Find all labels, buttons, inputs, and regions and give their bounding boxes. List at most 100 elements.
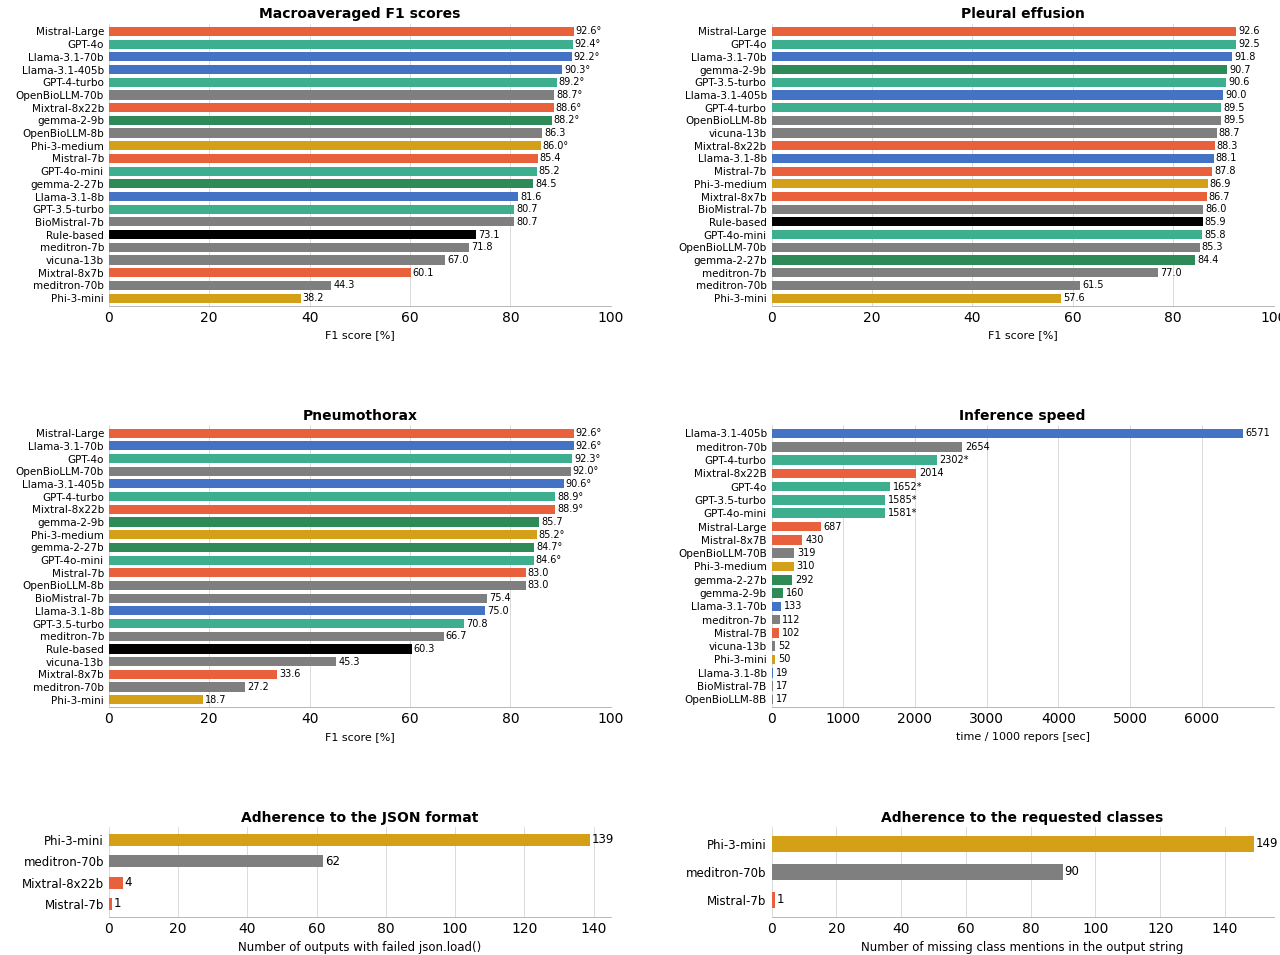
Bar xyxy=(109,695,202,704)
Text: 85.4: 85.4 xyxy=(540,154,561,163)
X-axis label: Number of missing class mentions in the output string: Number of missing class mentions in the … xyxy=(861,942,1184,954)
Bar xyxy=(772,154,1213,163)
Bar xyxy=(109,429,573,437)
Bar xyxy=(772,615,780,625)
Text: 92.0°: 92.0° xyxy=(572,466,599,477)
Bar xyxy=(109,856,324,867)
Text: 1652*: 1652* xyxy=(893,481,923,492)
Text: 2302*: 2302* xyxy=(940,456,969,465)
Text: 88.9°: 88.9° xyxy=(557,504,584,515)
Text: 2654: 2654 xyxy=(965,442,989,452)
Text: 92.6°: 92.6° xyxy=(576,27,602,36)
Bar xyxy=(109,467,571,476)
Bar xyxy=(772,495,886,505)
Text: 1: 1 xyxy=(777,894,783,906)
Text: 19: 19 xyxy=(776,668,788,678)
Bar xyxy=(109,204,515,214)
Bar xyxy=(109,154,538,163)
X-axis label: F1 score [%]: F1 score [%] xyxy=(325,330,394,340)
Text: 88.9°: 88.9° xyxy=(557,492,584,501)
Bar xyxy=(109,657,337,667)
Text: 61.5: 61.5 xyxy=(1083,281,1103,290)
Text: 33.6: 33.6 xyxy=(279,669,301,679)
Bar xyxy=(109,581,526,590)
Bar xyxy=(772,602,781,611)
Bar xyxy=(109,281,332,290)
Bar xyxy=(772,39,1236,49)
Text: 70.8: 70.8 xyxy=(466,619,488,628)
Bar xyxy=(772,218,1203,226)
Bar xyxy=(772,655,776,665)
Text: 133: 133 xyxy=(783,602,803,611)
Text: 18.7: 18.7 xyxy=(205,694,227,705)
Text: 92.3°: 92.3° xyxy=(575,454,600,463)
Bar xyxy=(772,243,1199,252)
Bar xyxy=(772,535,803,544)
Bar xyxy=(772,77,1226,87)
Bar xyxy=(109,103,554,113)
Text: 73.1: 73.1 xyxy=(477,229,499,240)
Text: 88.2°: 88.2° xyxy=(554,116,580,125)
Bar xyxy=(109,243,470,252)
Text: 75.0: 75.0 xyxy=(488,605,509,616)
Bar xyxy=(772,116,1221,125)
Text: 83.0: 83.0 xyxy=(527,568,549,578)
Text: 80.7: 80.7 xyxy=(516,204,538,214)
Bar xyxy=(772,456,937,465)
Text: 88.1: 88.1 xyxy=(1216,154,1238,163)
Bar xyxy=(109,141,540,150)
Text: 90.0: 90.0 xyxy=(1225,90,1247,100)
Bar xyxy=(772,129,1217,138)
Text: 89.5: 89.5 xyxy=(1222,116,1244,125)
Text: 85.9: 85.9 xyxy=(1204,217,1226,227)
Text: 430: 430 xyxy=(805,535,823,545)
Title: Pleural effusion: Pleural effusion xyxy=(960,8,1084,21)
Bar xyxy=(109,255,445,265)
Bar xyxy=(109,218,515,226)
Bar xyxy=(772,255,1196,265)
Bar xyxy=(109,619,465,628)
Bar xyxy=(772,508,884,518)
Text: 85.3: 85.3 xyxy=(1202,243,1224,252)
X-axis label: F1 score [%]: F1 score [%] xyxy=(988,330,1057,340)
Bar xyxy=(772,166,1212,176)
Text: 90.7: 90.7 xyxy=(1229,65,1251,74)
Bar xyxy=(109,530,536,540)
Bar xyxy=(109,898,113,910)
Text: 89.2°: 89.2° xyxy=(558,77,585,87)
Title: Macroaveraged F1 scores: Macroaveraged F1 scores xyxy=(259,8,461,21)
Bar xyxy=(772,575,792,584)
Title: Adherence to the requested classes: Adherence to the requested classes xyxy=(882,811,1164,824)
Text: 84.6°: 84.6° xyxy=(535,555,562,565)
Text: 92.5: 92.5 xyxy=(1238,39,1260,50)
Text: 87.8: 87.8 xyxy=(1215,166,1236,176)
Text: 88.7: 88.7 xyxy=(1219,128,1240,138)
Bar xyxy=(109,53,572,61)
Bar xyxy=(109,479,563,488)
Bar xyxy=(109,454,572,463)
Text: 88.6°: 88.6° xyxy=(556,103,582,113)
Bar xyxy=(772,293,1061,303)
Text: 86.7: 86.7 xyxy=(1208,192,1230,202)
Bar xyxy=(772,91,1224,99)
Text: 86.0: 86.0 xyxy=(1206,204,1226,214)
Text: 83.0: 83.0 xyxy=(527,581,549,590)
Text: 27.2: 27.2 xyxy=(247,682,269,692)
Title: Adherence to the JSON format: Adherence to the JSON format xyxy=(241,811,479,824)
Text: 66.7: 66.7 xyxy=(445,631,467,641)
Bar xyxy=(109,192,518,202)
Bar xyxy=(772,204,1203,214)
Text: 102: 102 xyxy=(782,627,800,638)
Text: 310: 310 xyxy=(796,562,815,571)
Text: 2014: 2014 xyxy=(919,468,943,478)
Bar xyxy=(109,594,488,603)
Bar xyxy=(772,864,1064,880)
Text: 67.0: 67.0 xyxy=(447,255,468,265)
Text: 60.1: 60.1 xyxy=(412,267,434,278)
Text: 92.4°: 92.4° xyxy=(575,39,602,50)
Bar xyxy=(772,230,1202,239)
Bar xyxy=(772,837,1254,852)
Bar xyxy=(109,631,444,641)
Bar xyxy=(109,877,123,888)
Bar xyxy=(772,65,1228,74)
